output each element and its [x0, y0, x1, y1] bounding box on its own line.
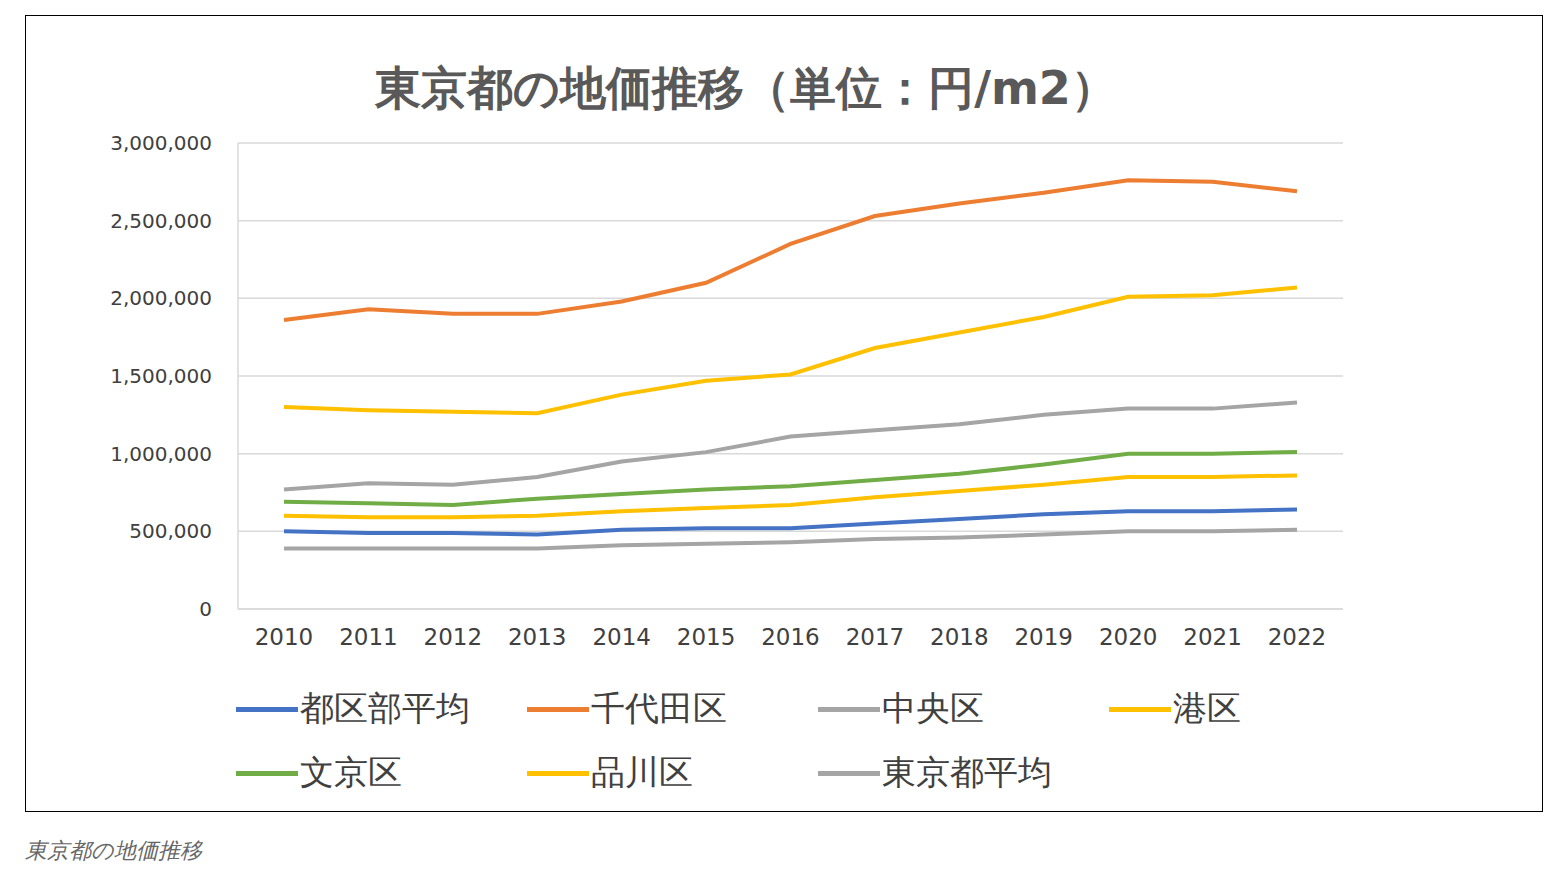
svg-text:2012: 2012	[424, 624, 483, 650]
svg-text:2018: 2018	[930, 624, 989, 650]
svg-text:2020: 2020	[1099, 624, 1158, 650]
svg-text:2,000,000: 2,000,000	[110, 286, 212, 310]
svg-text:1,500,000: 1,500,000	[110, 364, 212, 388]
html-text:東京都の地価推移（単位：円/m2）: 東京都の地価推移（単位：円/m2）	[375, 61, 1117, 115]
svg-text:1,000,000: 1,000,000	[110, 442, 212, 466]
svg-text:2011: 2011	[339, 624, 398, 650]
html-text:東京都の地価推移: 東京都の地価推移	[25, 838, 202, 863]
html-text:文京区: 文京区	[300, 752, 402, 792]
html-text:東京都平均: 東京都平均	[882, 752, 1052, 792]
svg-text:2017: 2017	[846, 624, 905, 650]
svg-text:3,000,000: 3,000,000	[110, 131, 212, 155]
svg-text:2,500,000: 2,500,000	[110, 209, 212, 233]
html-text:品川区: 品川区	[591, 752, 693, 792]
svg-text:500,000: 500,000	[129, 519, 212, 543]
svg-text:2014: 2014	[592, 624, 651, 650]
svg-text:2019: 2019	[1014, 624, 1073, 650]
svg-text:2013: 2013	[508, 624, 567, 650]
svg-text:2010: 2010	[255, 624, 314, 650]
svg-text:2015: 2015	[677, 624, 736, 650]
html-text:都区部平均: 都区部平均	[300, 688, 470, 728]
svg-text:2022: 2022	[1268, 624, 1327, 650]
html-text:港区: 港区	[1173, 688, 1241, 728]
svg-text:0: 0	[199, 597, 212, 621]
html-text:千代田区: 千代田区	[591, 688, 727, 728]
html-text:中央区: 中央区	[882, 688, 984, 728]
svg-text:2021: 2021	[1183, 624, 1242, 650]
svg-text:2016: 2016	[761, 624, 820, 650]
